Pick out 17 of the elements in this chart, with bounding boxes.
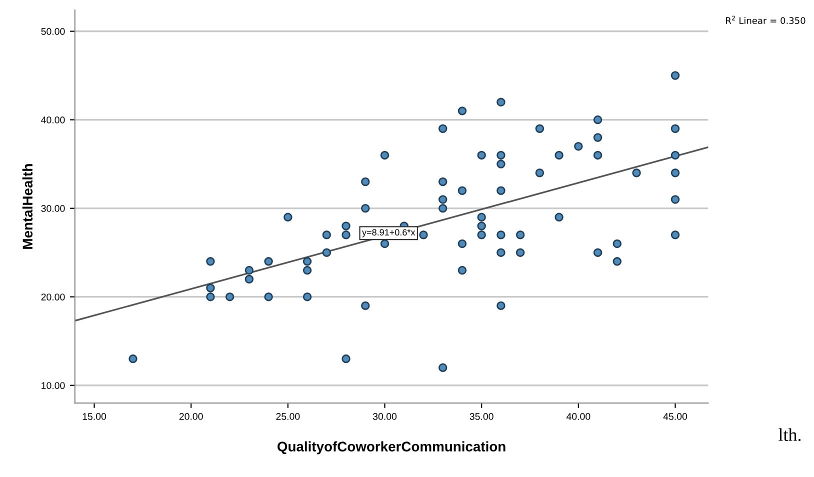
y-tick-label: 20.00 bbox=[41, 294, 65, 300]
x-tick-label: 25.00 bbox=[276, 413, 300, 420]
x-tick-label: 30.00 bbox=[372, 413, 397, 420]
x-axis-title: QualityofCoworkerCommunication bbox=[278, 441, 506, 454]
x-tick-label: 40.00 bbox=[566, 413, 590, 420]
y-tick-label: 30.00 bbox=[41, 205, 65, 212]
x-tick-label: 45.00 bbox=[663, 413, 688, 420]
text: R$^{2}$ Linear = 0.350 bbox=[726, 16, 806, 24]
x-tick-label: 35.00 bbox=[470, 413, 494, 420]
text: lth. bbox=[778, 428, 801, 442]
x-tick-label: 20.00 bbox=[179, 413, 203, 420]
y-tick-label: 50.00 bbox=[41, 28, 65, 35]
annotation: y=8.91+0.6*x bbox=[362, 229, 416, 238]
y-tick-label: 10.00 bbox=[42, 382, 65, 389]
y-tick-label: 40.00 bbox=[41, 116, 65, 124]
x-tick-label: 15.00 bbox=[82, 413, 106, 420]
y-axis-title: MentalHealth bbox=[22, 164, 33, 249]
